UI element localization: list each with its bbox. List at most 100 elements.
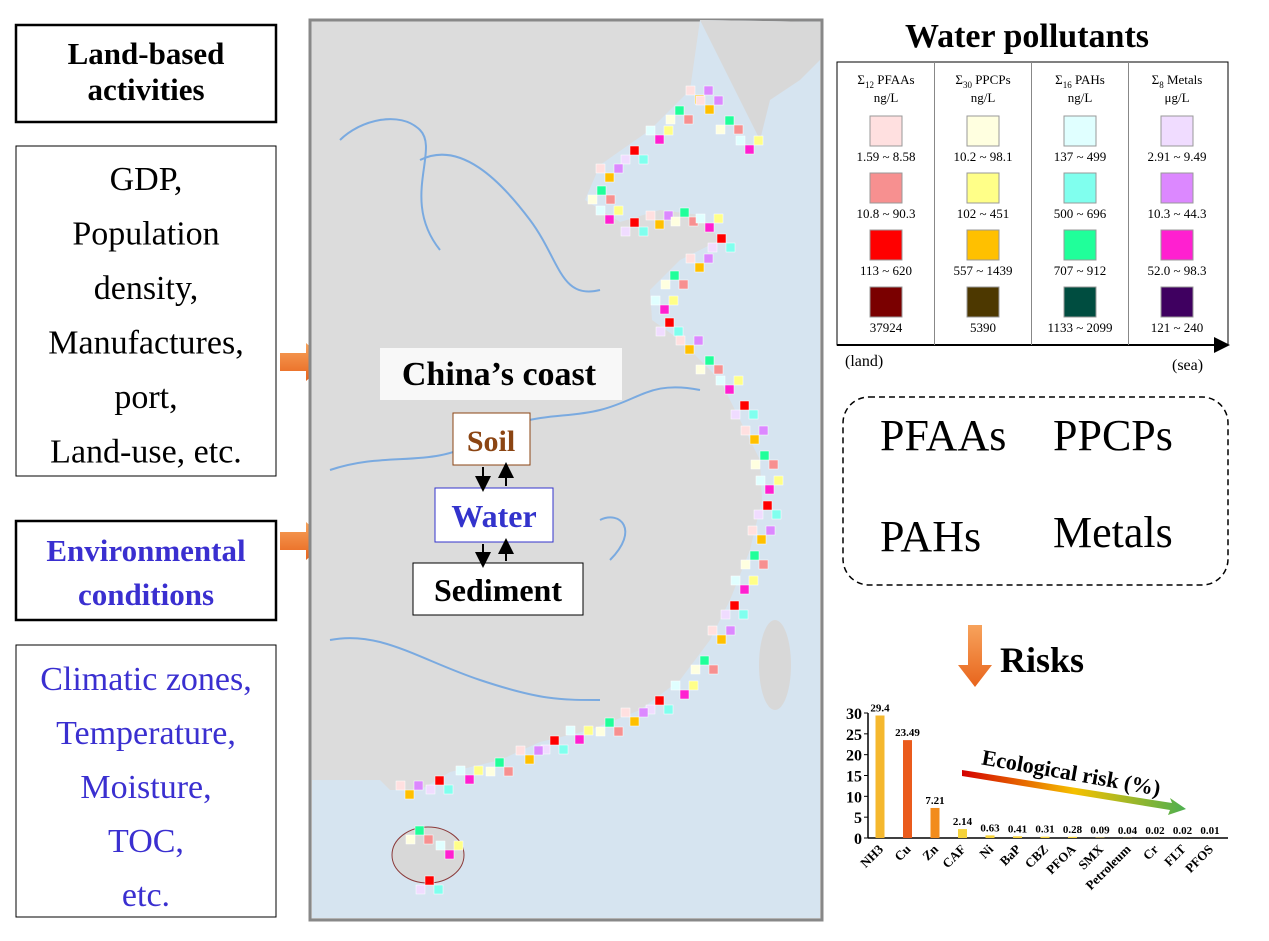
- site: [735, 135, 746, 146]
- site: [395, 780, 406, 791]
- range-label: 102 ~ 451: [957, 206, 1010, 221]
- site: [773, 475, 784, 486]
- group-label: PFAAs: [880, 411, 1006, 460]
- site: [645, 125, 656, 136]
- river: [339, 118, 441, 251]
- value-label: 29.4: [870, 703, 890, 715]
- river: [329, 386, 701, 471]
- x-tick-label: CAF: [939, 841, 969, 871]
- water-label: Water: [451, 498, 536, 534]
- site: [740, 559, 751, 570]
- bar: [958, 829, 967, 838]
- column-unit: ng/L: [1068, 90, 1093, 105]
- site: [715, 124, 726, 135]
- box-item: Climatic zones,: [40, 661, 252, 698]
- value-label: 0.28: [1063, 824, 1083, 836]
- site: [620, 707, 631, 718]
- sediment-label: Sediment: [434, 572, 562, 608]
- header-sub: 30: [963, 80, 973, 90]
- site: [685, 253, 696, 264]
- sea-label: (sea): [1172, 357, 1203, 374]
- site: [730, 575, 741, 586]
- site: [638, 226, 649, 237]
- site: [733, 375, 744, 386]
- site: [684, 344, 695, 355]
- bar: [903, 740, 912, 838]
- site: [739, 400, 750, 411]
- y-tick-label: 20: [846, 748, 862, 765]
- land: [700, 20, 820, 140]
- swatch: [966, 286, 1000, 318]
- bar: [1040, 836, 1050, 838]
- value-label: 0.31: [1035, 824, 1054, 836]
- site: [638, 154, 649, 165]
- y-tick-label: 5: [854, 810, 862, 827]
- header-symbol: Σ: [857, 72, 865, 87]
- site: [453, 840, 464, 851]
- value-label: 0.02: [1173, 825, 1193, 837]
- site: [605, 194, 616, 205]
- range-label: 10.2 ~ 98.1: [953, 149, 1012, 164]
- site: [464, 774, 475, 785]
- site: [765, 525, 776, 536]
- site: [685, 85, 696, 96]
- site: [694, 262, 705, 273]
- box-item: TOC,: [108, 823, 184, 860]
- site: [415, 884, 426, 895]
- box-title: Environmental: [46, 533, 246, 568]
- site: [629, 217, 640, 228]
- risks-title: Risks: [1000, 640, 1084, 680]
- group-label: PPCPs: [1053, 411, 1173, 460]
- site: [604, 172, 615, 183]
- site: [768, 459, 779, 470]
- site: [690, 664, 701, 675]
- site: [695, 364, 706, 375]
- swatch: [869, 115, 903, 147]
- site: [654, 219, 665, 230]
- swatch: [1063, 229, 1097, 261]
- value-label: 0.04: [1118, 825, 1138, 837]
- box-item: density,: [94, 270, 199, 307]
- y-tick-label: 15: [846, 769, 862, 786]
- site: [663, 210, 674, 221]
- island: [759, 620, 791, 710]
- site: [443, 784, 454, 795]
- value-label: 0.01: [1200, 825, 1219, 837]
- column-unit: ng/L: [971, 90, 996, 105]
- range-label: 113 ~ 620: [860, 263, 912, 278]
- site: [574, 734, 585, 745]
- swatch: [1063, 115, 1097, 147]
- label-bg: [380, 348, 622, 400]
- box: [15, 145, 277, 477]
- header-sub: 16: [1063, 80, 1073, 90]
- site: [703, 85, 714, 96]
- box: [14, 23, 278, 124]
- header-name: PPCPs: [972, 72, 1011, 87]
- site: [720, 609, 731, 620]
- site: [655, 326, 666, 337]
- site: [503, 766, 514, 777]
- box: [434, 487, 554, 543]
- site: [758, 425, 769, 436]
- site: [716, 634, 727, 645]
- site: [704, 355, 715, 366]
- site: [595, 205, 606, 216]
- box: [452, 412, 531, 466]
- site: [695, 213, 706, 224]
- site: [660, 279, 671, 290]
- site: [758, 559, 769, 570]
- soil-label: Soil: [467, 425, 515, 458]
- river: [419, 153, 601, 293]
- site: [748, 409, 759, 420]
- site: [713, 364, 724, 375]
- column-unit: μg/L: [1164, 90, 1189, 105]
- range-label: 121 ~ 240: [1151, 320, 1204, 335]
- sea: [312, 20, 820, 918]
- arrow: [958, 625, 992, 687]
- site: [413, 780, 424, 791]
- range-label: 10.3 ~ 44.3: [1147, 206, 1206, 221]
- site: [524, 754, 535, 765]
- site: [455, 765, 466, 776]
- range-label: 37924: [870, 320, 903, 335]
- site: [729, 600, 740, 611]
